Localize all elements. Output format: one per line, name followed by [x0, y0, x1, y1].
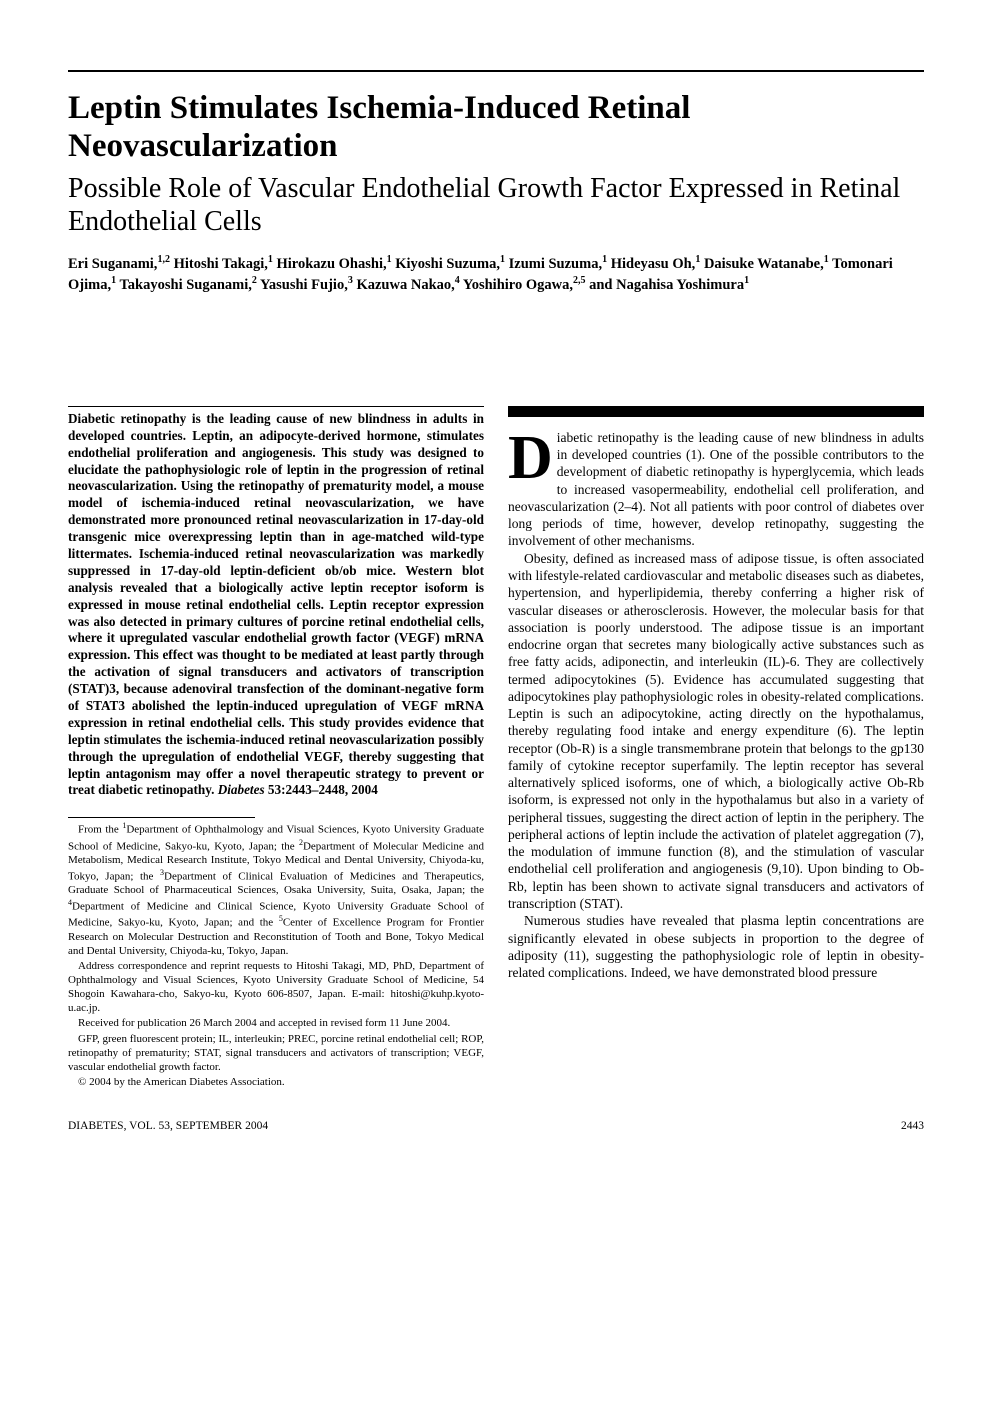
- page: Leptin Stimulates Ischemia-Induced Retin…: [0, 0, 992, 1172]
- top-rule: [68, 70, 924, 72]
- footer-journal-info: DIABETES, VOL. 53, SEPTEMBER 2004: [68, 1120, 268, 1132]
- affiliations-block: From the 1Department of Ophthalmology an…: [68, 821, 484, 1090]
- body-paragraph-1: Diabetic retinopathy is the leading caus…: [508, 429, 924, 550]
- body-text: Diabetic retinopathy is the leading caus…: [508, 429, 924, 982]
- body-p1-text: iabetic retinopathy is the leading cause…: [508, 430, 924, 549]
- abstract-top-rule: [68, 406, 484, 407]
- page-footer: DIABETES, VOL. 53, SEPTEMBER 2004 2443: [68, 1120, 924, 1132]
- affiliation-correspondence: Address correspondence and reprint reque…: [68, 960, 484, 1015]
- affiliation-received: Received for publication 26 March 2004 a…: [68, 1017, 484, 1031]
- authors-list: Eri Suganami,1,2 Hitoshi Takagi,1 Hiroka…: [68, 253, 924, 296]
- footer-page-number: 2443: [901, 1120, 924, 1132]
- right-column: Diabetic retinopathy is the leading caus…: [508, 406, 924, 1092]
- abstract-text: Diabetic retinopathy is the leading caus…: [68, 411, 484, 798]
- article-subtitle: Possible Role of Vascular Endothelial Gr…: [68, 172, 924, 239]
- affiliation-abbrev: GFP, green fluorescent protein; IL, inte…: [68, 1033, 484, 1074]
- body-paragraph-2: Obesity, defined as increased mass of ad…: [508, 550, 924, 913]
- abstract-block: Diabetic retinopathy is the leading caus…: [68, 411, 484, 799]
- body-paragraph-3: Numerous studies have revealed that plas…: [508, 912, 924, 981]
- affiliations-rule: [68, 817, 255, 818]
- abstract-journal: Diabetes: [218, 782, 265, 797]
- affiliation-copyright: © 2004 by the American Diabetes Associat…: [68, 1076, 484, 1090]
- left-column: Diabetic retinopathy is the leading caus…: [68, 406, 484, 1092]
- affiliation-from: From the 1Department of Ophthalmology an…: [68, 821, 484, 958]
- section-black-bar: [508, 406, 924, 417]
- article-title: Leptin Stimulates Ischemia-Induced Retin…: [68, 90, 924, 166]
- dropcap-letter: D: [508, 429, 557, 484]
- two-column-layout: Diabetic retinopathy is the leading caus…: [68, 406, 924, 1092]
- abstract-citation: 53:2443–2448, 2004: [265, 782, 378, 797]
